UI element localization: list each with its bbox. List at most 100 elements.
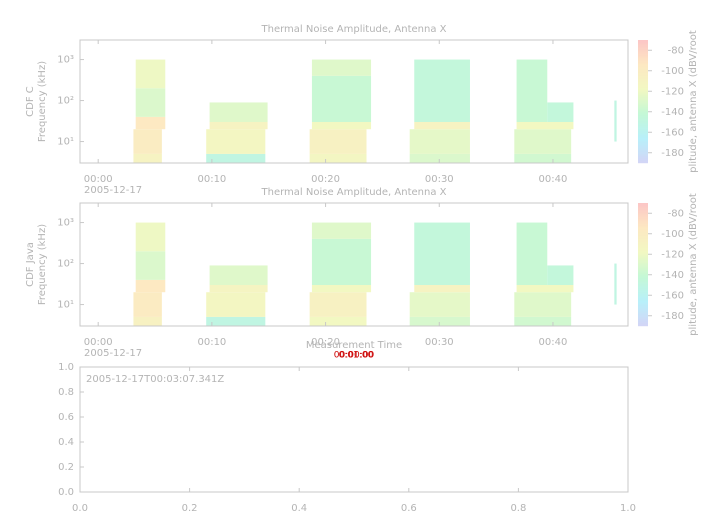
- colorbar-slice: [638, 251, 648, 253]
- spectrogram-cell: [135, 251, 166, 280]
- colorbar-slice: [638, 126, 648, 128]
- x-tick-label: 0.4: [291, 503, 307, 514]
- colorbar-slice: [638, 242, 648, 244]
- colorbar-slice: [638, 245, 648, 247]
- x-tick-label: 0.6: [401, 503, 417, 514]
- colorbar-slice: [638, 301, 648, 303]
- colorbar-slice: [638, 231, 648, 233]
- x-tick-label: 0.0: [72, 503, 88, 514]
- spectrogram-cell: [311, 122, 372, 130]
- colorbar-slice: [638, 282, 648, 284]
- spectrogram-cell: [206, 292, 266, 317]
- colorbar-slice: [638, 105, 648, 107]
- colorbar-slice: [638, 241, 648, 243]
- colorbar-slice: [638, 62, 648, 64]
- colorbar-slice: [638, 59, 648, 61]
- colorbar-slice: [638, 238, 648, 240]
- colorbar-slice: [638, 212, 648, 214]
- colorbar-slice: [638, 124, 648, 126]
- colorbar-slice: [638, 295, 648, 297]
- colorbar-slice: [638, 58, 648, 60]
- y-tick-label: 10²: [57, 96, 74, 107]
- colorbar-slice: [638, 80, 648, 82]
- colorbar-slice: [638, 69, 648, 71]
- colorbar-slice: [638, 48, 648, 50]
- spectrogram-cell: [516, 122, 574, 130]
- colorbar-label: plitude, antenna X (dBV/root: [688, 30, 699, 173]
- colorbar-slice: [638, 249, 648, 251]
- colorbar-tick-label: -180: [661, 311, 684, 322]
- colorbar-slice: [638, 147, 648, 149]
- colorbar-slice: [638, 85, 648, 87]
- colorbar-slice: [638, 158, 648, 160]
- colorbar-slice: [638, 296, 648, 298]
- colorbar-slice: [638, 228, 648, 230]
- colorbar-slice: [638, 72, 648, 74]
- colorbar-slice: [638, 116, 648, 118]
- colorbar-slice: [638, 253, 648, 255]
- colorbar-tick-label: -100: [661, 229, 684, 240]
- colorbar-slice: [638, 78, 648, 80]
- colorbar-slice: [638, 107, 648, 109]
- colorbar-slice: [638, 271, 648, 273]
- spectrogram-cell: [309, 129, 367, 154]
- colorbar-slice: [638, 94, 648, 96]
- x-date-label: 2005-12-17: [84, 185, 142, 196]
- colorbar-slice: [638, 135, 648, 137]
- colorbar-slice: [638, 216, 648, 218]
- colorbar-slice: [638, 93, 648, 95]
- colorbar-slice: [638, 102, 648, 104]
- y-tick-label: 0.6: [58, 412, 74, 423]
- colorbar-slice: [638, 81, 648, 83]
- colorbar-slice: [638, 49, 648, 51]
- colorbar-slice: [638, 291, 648, 293]
- colorbar-slice: [638, 319, 648, 321]
- colorbar-slice: [638, 103, 648, 105]
- chart-title: Thermal Noise Amplitude, Antenna X: [261, 24, 447, 35]
- colorbar-slice: [638, 224, 648, 226]
- colorbar-slice: [638, 283, 648, 285]
- colorbar-slice: [638, 122, 648, 124]
- colorbar-slice: [638, 290, 648, 292]
- colorbar-slice: [638, 223, 648, 225]
- colorbar-slice: [638, 254, 648, 256]
- spectrogram-cell: [311, 222, 372, 239]
- colorbar-slice: [638, 88, 648, 90]
- spectrogram-cell: [409, 292, 470, 317]
- colorbar-slice: [638, 300, 648, 302]
- time-label: 0:01:00: [339, 351, 374, 361]
- y-axis-label: CDF C: [25, 86, 36, 117]
- x-tick-label: 00:10: [197, 174, 226, 185]
- colorbar-slice: [638, 240, 648, 242]
- colorbar-slice: [638, 46, 648, 48]
- spectrogram-cell: [133, 292, 162, 317]
- colorbar-slice: [638, 118, 648, 120]
- spectrogram-cell: [133, 316, 162, 326]
- colorbar-slice: [638, 61, 648, 63]
- spectrogram-cell: [614, 100, 617, 142]
- colorbar-slice: [638, 159, 648, 161]
- colorbar-slice: [638, 203, 648, 205]
- colorbar-slice: [638, 221, 648, 223]
- colorbar-slice: [638, 97, 648, 99]
- colorbar-slice: [638, 274, 648, 276]
- colorbar-slice: [638, 305, 648, 307]
- colorbar-slice: [638, 310, 648, 312]
- colorbar-slice: [638, 150, 648, 152]
- spectrogram-cell: [135, 116, 166, 130]
- colorbar-slice: [638, 145, 648, 147]
- spectrogram-cell: [135, 88, 166, 117]
- colorbar-slice: [638, 267, 648, 269]
- y-tick-label: 0.8: [58, 387, 74, 398]
- colorbar-slice: [638, 275, 648, 277]
- colorbar-slice: [638, 317, 648, 319]
- spectrogram-cell: [206, 129, 266, 154]
- colorbar-slice: [638, 113, 648, 115]
- colorbar-slice: [638, 219, 648, 221]
- colorbar-slice: [638, 270, 648, 272]
- colorbar-slice: [638, 324, 648, 326]
- colorbar-slice: [638, 256, 648, 258]
- spectrogram-cell: [309, 153, 367, 163]
- spectrogram-cell: [414, 122, 470, 130]
- colorbar-slice: [638, 151, 648, 153]
